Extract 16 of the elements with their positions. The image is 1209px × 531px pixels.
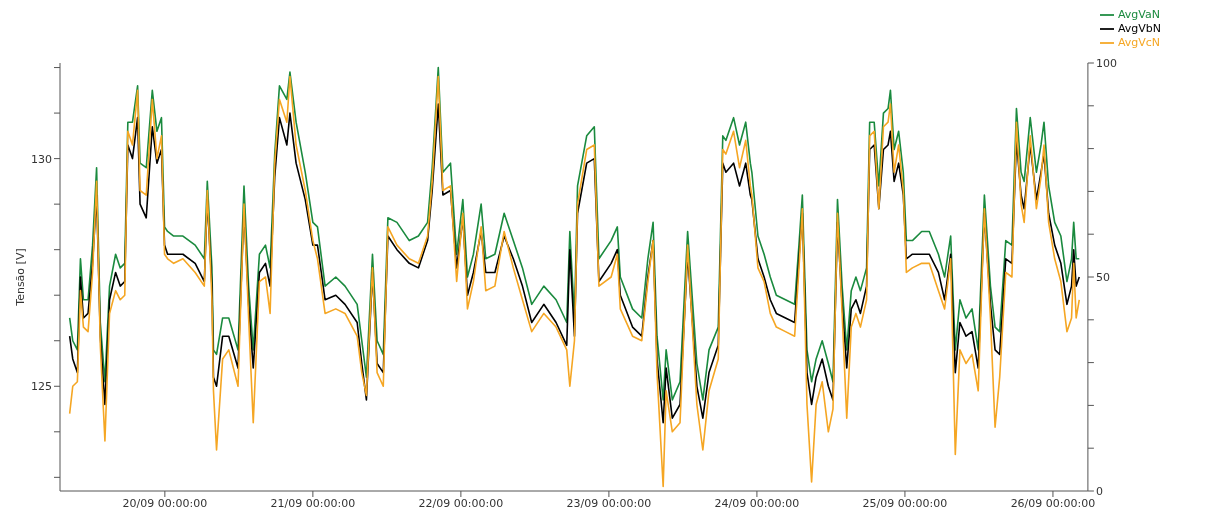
x-tick-label: 26/09 00:00:00 (1010, 496, 1096, 510)
x-tick-label: 22/09 00:00:00 (418, 496, 504, 510)
y2-tick-label: 50 (1095, 270, 1110, 284)
x-tick-label: 25/09 00:00:00 (862, 496, 948, 510)
legend-label: AvgVbN (1117, 22, 1161, 35)
y-tick-label: 125 (31, 380, 52, 394)
y2-tick-label: 100 (1095, 56, 1117, 70)
y-axis-title: Tensão [V] (13, 248, 27, 307)
x-tick-label: 24/09 00:00:00 (714, 496, 800, 510)
y2-tick-label: 0 (1095, 484, 1103, 498)
x-tick-label: 21/09 00:00:00 (270, 496, 356, 510)
x-tick-label: 23/09 00:00:00 (566, 496, 652, 510)
legend-label: AvgVaN (1117, 8, 1160, 21)
x-tick-label: 20/09 00:00:00 (122, 496, 208, 510)
legend-label: AvgVcN (1117, 36, 1161, 49)
y-tick-label: 130 (31, 152, 52, 166)
